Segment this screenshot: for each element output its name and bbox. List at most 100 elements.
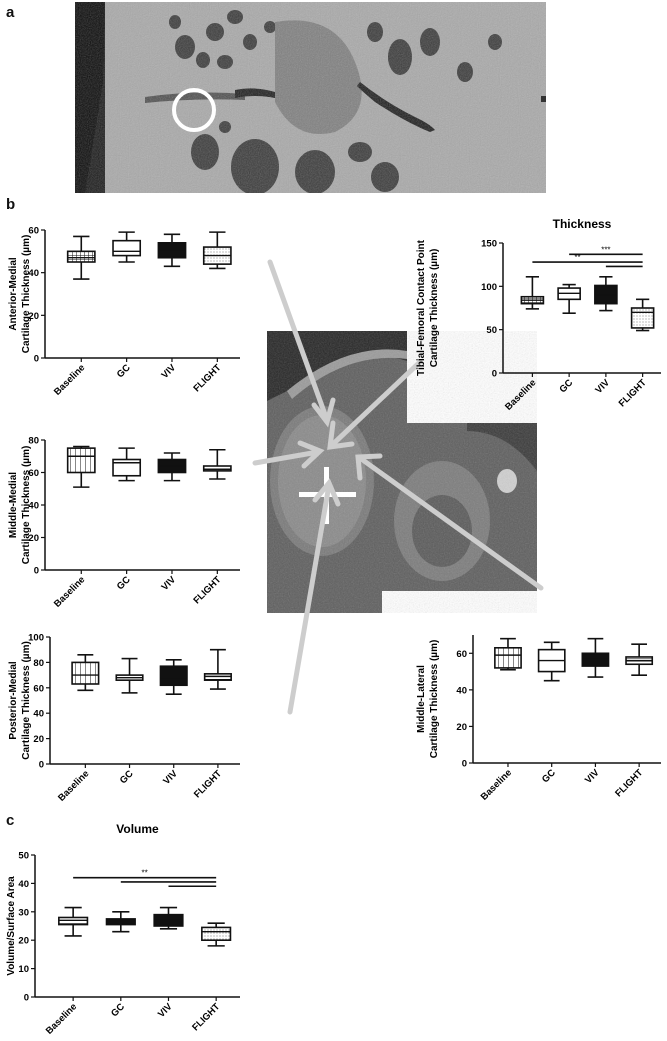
x-tick-label: Baseline (56, 768, 91, 803)
x-tick-label: FLIGHT (191, 574, 223, 606)
x-tick-label: GC (540, 767, 558, 785)
box-gc (112, 231, 142, 263)
x-tick-label: Baseline (52, 574, 87, 609)
y-tick-label: 60 (456, 649, 467, 660)
box-gc (537, 641, 566, 682)
x-tick-label: FLIGHT (617, 377, 649, 409)
box-baseline (58, 906, 89, 937)
y-tick-label: 40 (456, 685, 467, 696)
y-tick-label: 0 (34, 566, 39, 577)
y-axis-label: Cartilage Thickness (µm) (21, 235, 32, 354)
y-tick-label: 0 (462, 759, 467, 770)
x-tick-label: VIV (583, 767, 602, 786)
panel-letter-c: c (6, 812, 15, 829)
y-axis-label: Posterior-Medial (8, 661, 19, 740)
x-tick-label: GC (115, 362, 133, 380)
y-axis-label: Cartilage Thickness (µm) (429, 640, 440, 759)
box-viv (594, 276, 618, 312)
y-tick-label: 100 (481, 282, 497, 293)
sagittal-mri-image (75, 2, 546, 193)
box-viv (153, 906, 184, 930)
y-tick-label: 60 (28, 226, 39, 237)
box-viv (157, 452, 187, 482)
y-tick-label: 0 (492, 369, 497, 380)
y-tick-label: 20 (18, 936, 29, 947)
box-baseline (520, 276, 545, 310)
box-flight (202, 231, 232, 270)
y-axis-label: Tibial-Femoral Contact Point (416, 239, 427, 376)
chart-title: Volume (116, 822, 159, 836)
chart-anterior-medial: 0 20 40 60 Anterior-Medial Cartilage Thicknes… (0, 215, 240, 425)
y-tick-label: 50 (486, 325, 497, 336)
x-tick-label: VIV (159, 362, 178, 381)
box-baseline (66, 445, 96, 488)
x-tick-label: Baseline (52, 362, 87, 397)
y-tick-label: 40 (28, 501, 39, 512)
y-axis-label: Volume/Surface Area (6, 876, 17, 976)
y-tick-label: 100 (28, 633, 44, 644)
y-tick-label: 60 (33, 683, 44, 694)
y-tick-label: 0 (39, 760, 44, 771)
y-axis-label: Cartilage Thickness (µm) (429, 249, 440, 368)
box-flight (202, 448, 232, 480)
box-flight (203, 648, 232, 690)
y-axis-label: Middle-Lateral (416, 665, 427, 733)
box-baseline (71, 653, 100, 692)
circle-marker-icon (172, 88, 216, 132)
y-tick-label: 150 (481, 239, 497, 250)
y-axis-label: Anterior-Medial (8, 257, 19, 331)
y-axis-label: Cartilage Thickness (µm) (21, 641, 32, 760)
y-tick-label: 80 (33, 658, 44, 669)
box-flight (201, 922, 232, 947)
chart-middle-lateral: 0 20 40 60 Middle-Lateral Cartilage Thickness… (408, 625, 663, 810)
chart-posterior-medial: 0 20 40 60 80 100 Posterior-Medial Cartilage Th… (0, 625, 240, 805)
x-tick-label: FLIGHT (192, 768, 224, 800)
y-tick-label: 50 (18, 851, 29, 862)
panel-letter-b: b (6, 196, 16, 213)
chart-title: Thickness (553, 217, 612, 231)
box-viv (159, 659, 188, 695)
y-tick-label: 10 (18, 964, 29, 975)
x-tick-label: GC (118, 768, 136, 786)
chart-middle-medial: 0 20 40 60 80 Middle-Medial Cartilage Thicknes… (0, 430, 240, 610)
x-tick-label: GC (109, 1001, 127, 1019)
box-gc (557, 283, 581, 314)
y-tick-label: 20 (33, 734, 44, 745)
x-tick-label: FLIGHT (190, 1001, 222, 1033)
y-tick-label: 60 (28, 468, 39, 479)
box-flight (630, 298, 655, 332)
significance-label: *** (601, 245, 610, 254)
box-gc (112, 447, 142, 482)
y-tick-label: 0 (34, 354, 39, 365)
x-tick-label: VIV (156, 1001, 175, 1020)
arrow-icon (252, 259, 544, 715)
x-tick-label: Baseline (44, 1001, 79, 1036)
x-tick-label: Baseline (479, 767, 514, 802)
y-tick-label: 40 (33, 709, 44, 720)
box-gc (105, 911, 136, 933)
y-tick-label: 40 (28, 268, 39, 279)
x-tick-label: FLIGHT (191, 362, 223, 394)
significance-label: ** (142, 869, 148, 878)
y-tick-label: 20 (456, 722, 467, 733)
y-axis-label: Cartilage Thickness (µm) (21, 446, 32, 565)
box-gc (115, 657, 144, 694)
x-tick-label: GC (115, 574, 133, 592)
x-tick-label: VIV (593, 377, 612, 396)
x-tick-label: FLIGHT (613, 767, 645, 799)
box-flight (625, 643, 654, 677)
y-tick-label: 40 (18, 879, 29, 890)
x-tick-label: Baseline (503, 377, 538, 412)
y-tick-label: 80 (28, 436, 39, 447)
box-baseline (494, 637, 522, 671)
x-tick-label: VIV (159, 574, 178, 593)
y-tick-label: 20 (28, 311, 39, 322)
box-baseline (66, 235, 96, 280)
chart-tibial-femoral-thickness: Thickness 0 50 100 150 Tibial-Femoral Contact… (408, 210, 663, 420)
y-tick-label: 30 (18, 907, 29, 918)
y-axis-label: Middle-Medial (8, 472, 19, 538)
y-tick-label: 20 (28, 533, 39, 544)
box-viv (581, 637, 610, 678)
panel-letter-a: a (6, 4, 15, 21)
